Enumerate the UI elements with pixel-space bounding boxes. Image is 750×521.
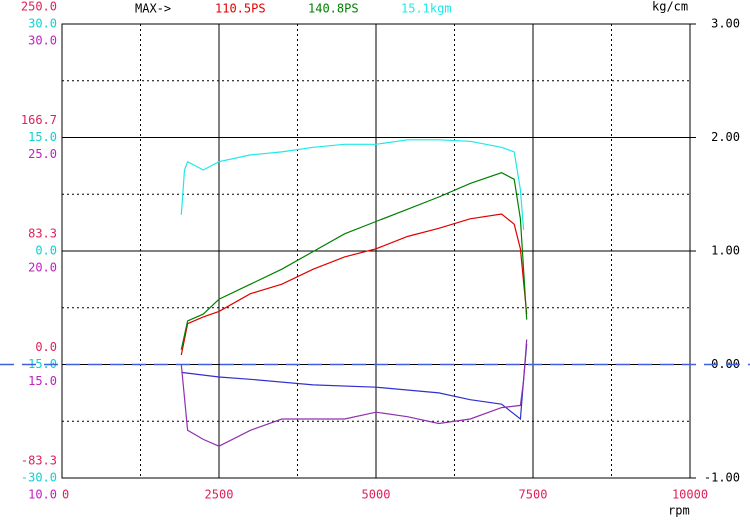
max-label: 110.5PS xyxy=(215,2,266,16)
series-line xyxy=(180,339,528,447)
y2-tick-label: -1.00 xyxy=(704,471,740,485)
max-label: 140.8PS xyxy=(308,2,359,16)
x-tick-label: 10000 xyxy=(672,488,708,502)
max-label: 15.1kgm xyxy=(401,2,452,16)
y-tick-label: -15.0 xyxy=(21,357,57,371)
series-line xyxy=(180,139,525,230)
max-header: MAX-> xyxy=(135,2,171,16)
y-tick-label: 166.7 xyxy=(21,113,57,127)
x-tick-label: 5000 xyxy=(362,488,391,502)
x-tick-label: 2500 xyxy=(205,488,234,502)
x-tick-label: 0 xyxy=(62,488,69,502)
y-tick-label: 15.0 xyxy=(28,130,57,144)
y-tick-label: 0.0 xyxy=(35,340,57,354)
y-tick-label: 250.0 xyxy=(21,0,57,14)
y-tick-label: 15.0 xyxy=(28,374,57,388)
y-tick-label: 30.0 xyxy=(28,34,57,48)
y-tick-label: 25.0 xyxy=(28,147,57,161)
y-tick-label: 30.0 xyxy=(28,17,57,31)
x-unit: rpm xyxy=(668,504,690,518)
y-tick-label: 20.0 xyxy=(28,261,57,275)
y2-tick-label: 1.00 xyxy=(711,244,740,258)
y2-tick-label: 3.00 xyxy=(711,17,740,31)
x-tick-label: 7500 xyxy=(519,488,548,502)
series-line xyxy=(180,172,528,350)
series-line xyxy=(180,213,528,356)
y-tick-label: 0.0 xyxy=(35,244,57,258)
y-tick-label: 10.0 xyxy=(28,488,57,502)
y2-unit: kg/cm xyxy=(652,0,688,14)
y2-tick-label: 2.00 xyxy=(711,130,740,144)
y-tick-label: -83.3 xyxy=(21,454,57,468)
y-tick-label: -30.0 xyxy=(21,471,57,485)
y-tick-label: 83.3 xyxy=(28,227,57,241)
series-line xyxy=(181,344,528,421)
y2-tick-label: 0.00 xyxy=(711,357,740,371)
